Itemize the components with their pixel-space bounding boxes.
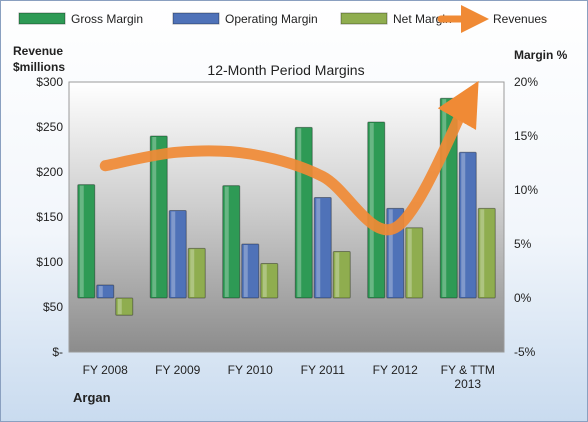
left-tick-label: $200 bbox=[36, 165, 63, 179]
category-labels: FY 2008 FY 2009 FY 2010 FY 2011 FY 2012 FY & … bbox=[83, 363, 495, 391]
legend-label: Net Margin bbox=[393, 12, 452, 26]
category-label: FY 2008 bbox=[83, 363, 128, 377]
category-label: FY 2012 bbox=[373, 363, 418, 377]
legend-swatch-operating-margin bbox=[172, 12, 220, 25]
left-tick-label: $- bbox=[52, 345, 63, 359]
bar-gross-margin bbox=[222, 185, 241, 299]
left-axis-label: Revenue bbox=[13, 44, 63, 58]
bar-highlight bbox=[243, 245, 248, 297]
bar-highlight bbox=[171, 211, 176, 297]
left-tick-label: $50 bbox=[43, 300, 63, 314]
category-label: FY & TTM 2013 bbox=[441, 363, 495, 391]
bar-operating-margin bbox=[168, 210, 187, 299]
bar-highlight bbox=[369, 122, 374, 298]
category-label: FY 2009 bbox=[155, 363, 200, 377]
bar-operating-margin bbox=[96, 284, 115, 299]
company-name: Argan bbox=[73, 390, 111, 405]
bar-gross-margin bbox=[149, 135, 168, 299]
bar-highlight bbox=[480, 209, 485, 297]
legend-label: Gross Margin bbox=[71, 12, 143, 26]
bar-highlight bbox=[461, 153, 466, 297]
bar-highlight bbox=[152, 137, 157, 297]
bar-highlight bbox=[297, 128, 302, 297]
bar-operating-margin bbox=[241, 243, 260, 299]
bar-net-margin bbox=[260, 262, 279, 299]
legend: Gross Margin Operating Margin Net Margin Re… bbox=[18, 5, 547, 33]
bar-net-margin bbox=[332, 251, 351, 299]
right-tick-label: 0% bbox=[514, 291, 532, 305]
bar-highlight bbox=[224, 186, 229, 297]
bar-gross-margin bbox=[77, 184, 96, 299]
legend-swatch-net-margin bbox=[340, 12, 388, 25]
left-tick-label: $150 bbox=[36, 210, 63, 224]
bar-net-margin bbox=[405, 227, 424, 299]
bar-operating-margin bbox=[458, 151, 477, 299]
left-tick-label: $100 bbox=[36, 255, 63, 269]
category-label: FY 2011 bbox=[301, 363, 346, 377]
bar-highlight bbox=[98, 286, 103, 297]
legend-swatch-gross-margin bbox=[18, 12, 66, 25]
category-label: FY 2010 bbox=[228, 363, 273, 377]
bar-operating-margin bbox=[313, 197, 332, 299]
legend-label: Operating Margin bbox=[225, 12, 318, 26]
right-tick-label: -5% bbox=[514, 345, 536, 359]
bar-highlight bbox=[190, 249, 195, 297]
bar-net-margin bbox=[115, 297, 134, 316]
left-tick-label: $250 bbox=[36, 120, 63, 134]
legend-label: Revenues bbox=[493, 12, 547, 26]
bar-highlight bbox=[442, 99, 447, 297]
right-tick-label: 5% bbox=[514, 237, 532, 251]
bar-net-margin bbox=[477, 207, 496, 299]
left-axis-label-line2: $millions bbox=[13, 60, 65, 74]
left-tick-label: $300 bbox=[36, 75, 63, 89]
bar-gross-margin bbox=[367, 121, 386, 299]
bar-net-margin bbox=[187, 247, 206, 299]
revenues-line bbox=[99, 80, 479, 236]
chart-title: 12-Month Period Margins bbox=[207, 62, 364, 78]
bar-highlight bbox=[262, 264, 267, 297]
bar-highlight bbox=[316, 198, 321, 297]
right-tick-label: 20% bbox=[514, 75, 538, 89]
bar-highlight bbox=[117, 299, 122, 315]
plot-area bbox=[68, 81, 505, 353]
right-axis-label: Margin % bbox=[514, 48, 568, 62]
left-axis-ticks: $- $50 $100 $150 $200 $250 $300 bbox=[36, 75, 63, 359]
bar-highlight bbox=[407, 228, 412, 297]
right-tick-label: 15% bbox=[514, 129, 538, 143]
right-axis-ticks: -5% 0% 5% 10% 15% 20% bbox=[514, 75, 538, 359]
bar-highlight bbox=[79, 185, 84, 297]
bar-highlight bbox=[388, 209, 393, 297]
right-tick-label: 10% bbox=[514, 183, 538, 197]
bar-highlight bbox=[335, 252, 340, 297]
